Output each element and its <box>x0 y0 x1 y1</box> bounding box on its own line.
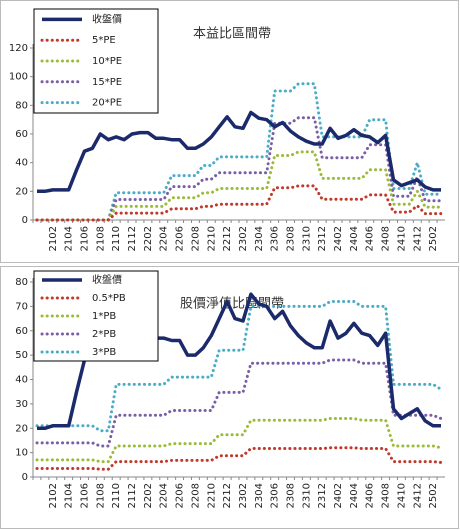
legend-label: 1*PB <box>92 311 116 322</box>
y-tick-label: 40 <box>15 375 28 386</box>
series-line <box>35 417 443 464</box>
x-tick-label: 2304 <box>254 483 265 508</box>
legend-label: 0.5*PB <box>92 293 126 304</box>
x-tick-label: 2202 <box>143 483 154 508</box>
legend: 收盤價 5*PE 10*PE 15*PE 20*PE <box>33 8 159 114</box>
y-tick-label: 120 <box>9 43 28 54</box>
x-tick-label: 2410 <box>396 483 407 508</box>
x-tick-label: 2308 <box>286 226 297 251</box>
x-tick-label: 2208 <box>190 226 201 251</box>
y-tick-label: 20 <box>15 186 28 197</box>
legend-label: 2*PB <box>92 329 116 340</box>
x-tick-label: 2202 <box>143 226 154 251</box>
legend-label: 15*PE <box>92 77 122 88</box>
y-tick-label: 0 <box>22 215 28 226</box>
x-tick-label: 2212 <box>222 226 233 251</box>
x-tick-label: 2212 <box>222 483 233 508</box>
y-tick-label: 50 <box>15 350 28 361</box>
x-tick-label: 2302 <box>238 483 249 508</box>
legend-label: 收盤價 <box>92 12 122 25</box>
x-tick-label: 2312 <box>317 226 328 251</box>
x-tick-label: 2210 <box>206 226 217 251</box>
x-tick-label: 2404 <box>349 226 360 251</box>
chart: 本益比區間帶 0 20 40 60 80 100 120 2102 2104 2106 2108 21… <box>0 0 459 263</box>
x-tick-label: 2312 <box>317 483 328 508</box>
y-tick-label: 100 <box>9 72 28 83</box>
legend-box <box>33 270 159 362</box>
x-tick-label: 2406 <box>365 226 376 251</box>
x-tick-label: 2204 <box>159 483 170 508</box>
x-tick-label: 2210 <box>206 483 217 508</box>
x-tick-label: 2112 <box>127 483 138 508</box>
x-tick-label: 2408 <box>381 226 392 251</box>
y-tick-label: 80 <box>15 277 28 288</box>
y-tick-label: 80 <box>15 100 28 111</box>
x-tick-label: 2112 <box>127 226 138 251</box>
x-tick-label: 2304 <box>254 226 265 251</box>
y-tick-label: 10 <box>15 448 28 459</box>
series-line <box>35 358 443 448</box>
x-tick-label: 2302 <box>238 226 249 251</box>
y-tick-label: 40 <box>15 158 28 169</box>
x-tick-label: 2306 <box>270 483 281 508</box>
series-line <box>37 110 441 194</box>
legend-label: 3*PB <box>92 347 116 358</box>
y-tick-label: 20 <box>15 423 28 434</box>
legend-label: 5*PE <box>92 35 116 46</box>
legend-label: 20*PE <box>92 98 122 109</box>
x-tick-label: 2204 <box>159 226 170 251</box>
legend-box <box>33 8 159 114</box>
x-tick-label: 2110 <box>111 483 122 508</box>
x-tick-label: 2310 <box>301 483 312 508</box>
x-tick-label: 2410 <box>396 226 407 251</box>
x-tick-label: 2106 <box>80 226 91 251</box>
x-tick-label: 2206 <box>175 226 186 251</box>
legend-label: 10*PE <box>92 56 122 67</box>
x-tick-label: 2412 <box>412 483 423 508</box>
x-tick-label: 2408 <box>381 483 392 508</box>
series-line <box>35 446 443 471</box>
y-tick-label: 60 <box>15 326 28 337</box>
x-tick-label: 2108 <box>95 226 106 251</box>
y-tick-label: 0 <box>22 472 28 483</box>
x-tick-label: 2406 <box>365 483 376 508</box>
x-tick-label: 2402 <box>333 226 344 251</box>
x-tick-label: 2108 <box>95 483 106 508</box>
x-tick-label: 2402 <box>333 483 344 508</box>
y-tick-label: 60 <box>15 129 28 140</box>
x-tick-label: 2310 <box>301 226 312 251</box>
x-tick-label: 2106 <box>80 483 91 508</box>
x-tick-label: 2308 <box>286 483 297 508</box>
x-tick-label: 2502 <box>428 226 439 251</box>
series-line <box>35 300 443 433</box>
y-tick-label: 30 <box>15 399 28 410</box>
x-tick-label: 2404 <box>349 483 360 508</box>
x-tick-label: 2412 <box>412 226 423 251</box>
series-line <box>35 184 443 222</box>
x-tick-label: 2104 <box>64 483 75 508</box>
x-tick-label: 2208 <box>190 483 201 508</box>
x-tick-label: 2102 <box>48 483 59 508</box>
x-tick-label: 2306 <box>270 226 281 251</box>
x-tick-label: 2110 <box>111 226 122 251</box>
legend-label: 收盤價 <box>92 273 122 286</box>
chart-title: 本益比區間帶 <box>193 27 271 42</box>
x-tick-label: 2206 <box>175 483 186 508</box>
legend: 收盤價 0.5*PB 1*PB 2*PB 3*PB <box>33 270 159 362</box>
x-tick-label: 2502 <box>428 483 439 508</box>
x-tick-label: 2104 <box>64 226 75 251</box>
x-tick-label: 2102 <box>48 226 59 251</box>
y-tick-label: 70 <box>15 301 28 312</box>
